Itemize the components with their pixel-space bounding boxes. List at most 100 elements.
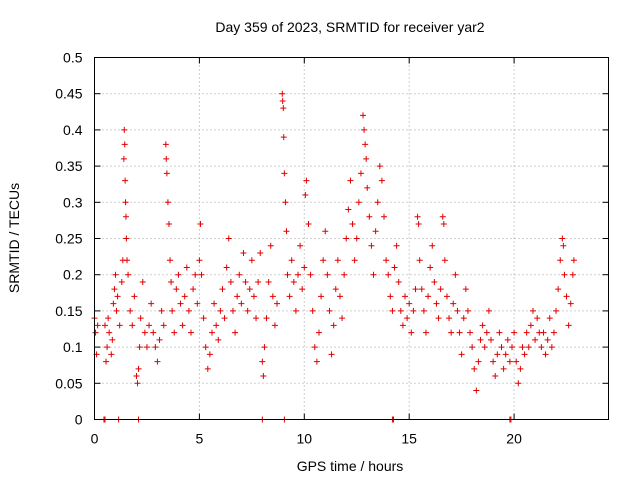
data-point <box>223 264 230 271</box>
data-point <box>513 358 520 365</box>
y-tick-label: 0.5 <box>63 50 83 66</box>
data-point <box>464 307 471 314</box>
data-point <box>360 112 367 119</box>
data-point <box>137 315 144 322</box>
data-point <box>443 293 450 300</box>
data-point <box>154 358 161 365</box>
data-point <box>366 213 373 220</box>
data-point <box>250 293 257 300</box>
data-point <box>534 315 541 322</box>
y-tick-label: 0.05 <box>55 375 82 391</box>
data-point <box>553 307 560 314</box>
data-point <box>479 322 486 329</box>
data-point <box>280 134 287 141</box>
data-point <box>116 322 123 329</box>
data-point <box>555 286 562 293</box>
data-point <box>427 264 434 271</box>
data-point <box>546 315 553 322</box>
data-point <box>188 329 195 336</box>
data-point <box>569 271 576 278</box>
data-point <box>422 329 429 336</box>
data-point <box>175 271 182 278</box>
data-point <box>257 249 264 256</box>
data-point <box>521 351 528 358</box>
data-point <box>158 307 165 314</box>
data-point <box>133 373 140 380</box>
data-point <box>240 249 247 256</box>
data-point <box>164 199 171 206</box>
data-point <box>544 336 551 343</box>
data-point <box>248 257 255 264</box>
y-tick-label: 0.15 <box>55 303 82 319</box>
data-point <box>492 373 499 380</box>
data-point <box>529 307 536 314</box>
data-point <box>135 365 142 372</box>
data-point <box>504 336 511 343</box>
data-point <box>397 307 404 314</box>
data-point <box>131 293 138 300</box>
data-point <box>211 300 218 307</box>
data-point <box>481 344 488 351</box>
data-point <box>244 307 251 314</box>
data-point <box>141 329 148 336</box>
data-point <box>567 300 574 307</box>
data-point <box>202 344 209 351</box>
x-tick-label: 20 <box>506 431 522 447</box>
data-point <box>363 155 370 162</box>
data-point <box>372 228 379 235</box>
data-point <box>219 286 226 293</box>
data-point <box>236 271 243 278</box>
data-point <box>94 322 101 329</box>
data-point <box>134 380 141 387</box>
data-point <box>559 235 566 242</box>
data-point <box>343 235 350 242</box>
data-point <box>177 300 184 307</box>
x-tick-label: 5 <box>195 431 203 447</box>
data-point <box>527 322 534 329</box>
data-point <box>179 322 186 329</box>
data-point <box>302 192 309 199</box>
data-point <box>113 307 120 314</box>
chart-title: Day 359 of 2023, SRMTID for receiver yar… <box>215 19 484 35</box>
data-point <box>169 307 176 314</box>
data-point <box>162 141 169 148</box>
data-point <box>370 271 377 278</box>
data-point <box>420 307 427 314</box>
data-point <box>446 315 453 322</box>
data-point <box>124 257 131 264</box>
data-point <box>565 322 572 329</box>
data-point <box>515 380 522 387</box>
data-point <box>336 293 343 300</box>
data-point <box>345 206 352 213</box>
data-point <box>414 213 421 220</box>
data-point <box>542 351 549 358</box>
data-point <box>494 351 501 358</box>
data-point <box>435 315 442 322</box>
data-point <box>415 221 422 228</box>
data-point <box>281 170 288 177</box>
data-point <box>404 315 411 322</box>
data-point <box>483 329 490 336</box>
data-point <box>460 315 467 322</box>
data-point <box>389 307 396 314</box>
data-point <box>315 329 322 336</box>
data-point <box>391 264 398 271</box>
data-point <box>284 271 291 278</box>
data-point <box>200 315 207 322</box>
data-point <box>496 329 503 336</box>
data-point <box>263 315 270 322</box>
data-point <box>152 344 159 351</box>
data-point <box>330 322 337 329</box>
data-point <box>326 307 333 314</box>
data-point <box>269 293 276 300</box>
data-point <box>114 293 121 300</box>
data-point <box>469 344 476 351</box>
data-point <box>295 271 302 278</box>
data-point <box>139 278 146 285</box>
data-point <box>408 329 415 336</box>
data-point <box>471 365 478 372</box>
data-point <box>303 177 310 184</box>
data-point <box>301 264 308 271</box>
y-tick-label: 0.25 <box>55 231 82 247</box>
